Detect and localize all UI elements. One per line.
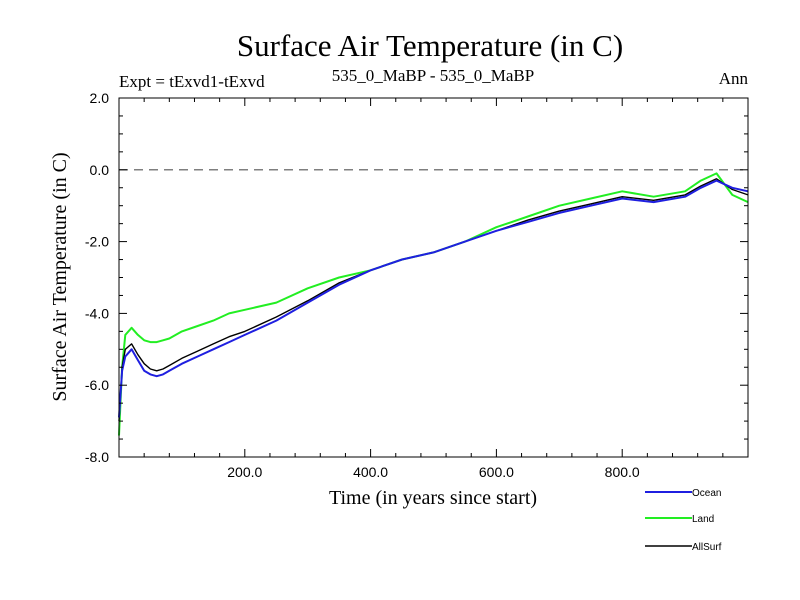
x-tick-label: 200.0 bbox=[227, 464, 262, 480]
y-tick-label: 0.0 bbox=[90, 162, 110, 178]
x-tick-label: 600.0 bbox=[479, 464, 514, 480]
legend-label-allsurf: AllSurf bbox=[692, 542, 722, 553]
legend-label-ocean: Ocean bbox=[692, 488, 721, 499]
subtitle-experiment: Expt = tExvd1-tExvd bbox=[119, 72, 265, 91]
y-tick-label: 2.0 bbox=[90, 90, 110, 106]
chart-title: Surface Air Temperature (in C) bbox=[237, 28, 623, 63]
series-line-ocean bbox=[118, 179, 749, 418]
y-tick-label: -2.0 bbox=[85, 234, 109, 250]
subtitle-season: Ann bbox=[719, 69, 749, 88]
series-line-allsurf bbox=[118, 178, 749, 422]
x-tick-label: 800.0 bbox=[605, 464, 640, 480]
x-axis-label: Time (in years since start) bbox=[329, 487, 537, 509]
legend: Ocean Land AllSurf bbox=[645, 488, 722, 553]
x-tick-label: 400.0 bbox=[353, 464, 388, 480]
series-line-land bbox=[118, 172, 749, 436]
y-axis-label: Surface Air Temperature (in C) bbox=[49, 152, 71, 401]
y-tick-label: -6.0 bbox=[85, 377, 109, 393]
y-tick-label: -4.0 bbox=[85, 305, 109, 321]
plot-frame bbox=[118, 97, 749, 458]
legend-label-land: Land bbox=[692, 514, 714, 525]
y-tick-label: -8.0 bbox=[85, 449, 109, 465]
plot-area: 200.0 400.0 600.0 800.0 -8.0 -6.0 -4.0 -2.0 0.0 2… bbox=[85, 90, 749, 480]
subtitle-period: 535_0_MaBP - 535_0_MaBP bbox=[332, 66, 534, 85]
